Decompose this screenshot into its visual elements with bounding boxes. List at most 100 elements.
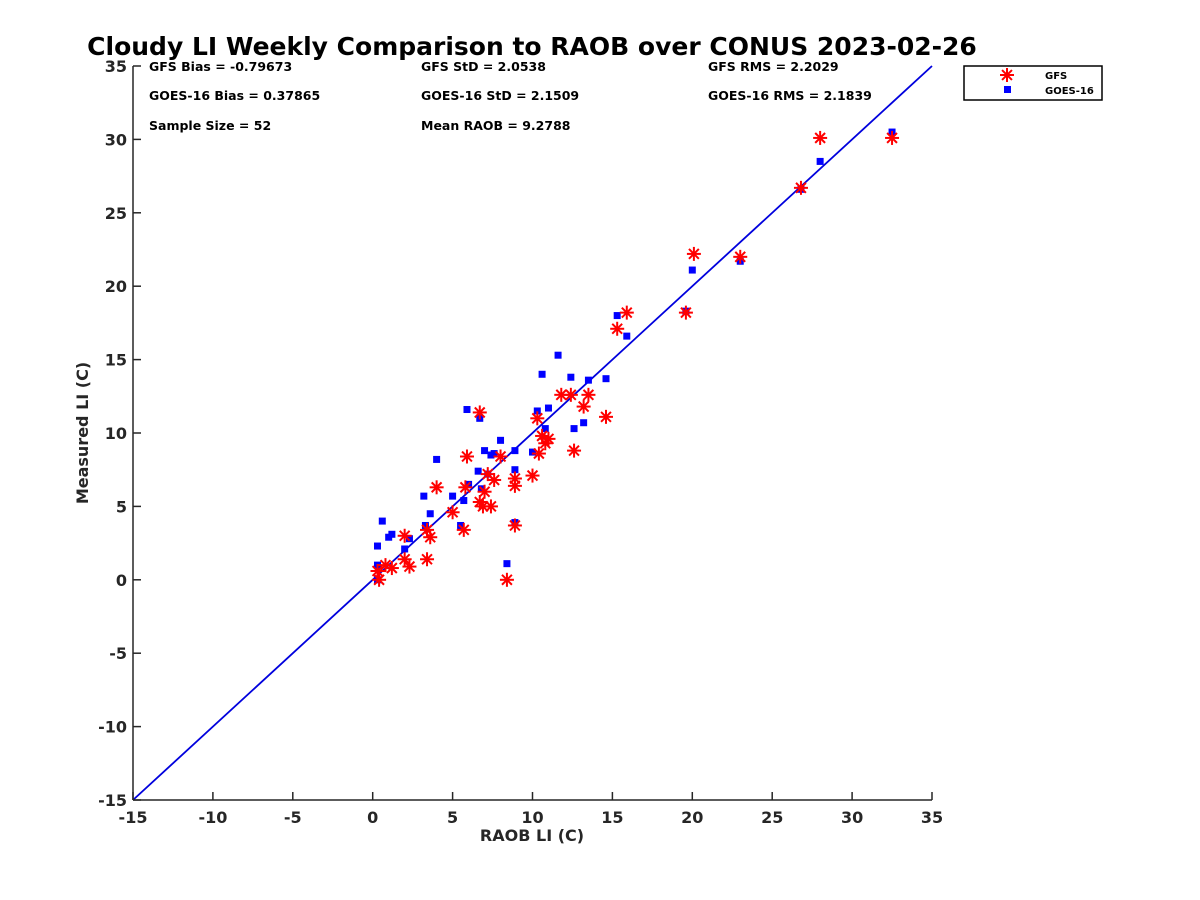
gfs-point (384, 561, 399, 576)
stat-goes16-rms: GOES-16 RMS = 2.1839 (708, 88, 872, 103)
stat-gfs-std: GFS StD = 2.0538 (421, 59, 546, 74)
gfs-point (370, 563, 385, 578)
x-tick-label: 10 (521, 808, 543, 827)
goes16-point (378, 517, 386, 525)
data-points-layer (370, 128, 900, 587)
goes16-point (511, 466, 519, 474)
goes16-point (580, 419, 588, 427)
gfs-point (456, 522, 471, 537)
goes16-point (463, 406, 471, 414)
goes16-point (373, 542, 381, 550)
goes16-point (544, 404, 552, 412)
gfs-point (563, 387, 578, 402)
goes16-point (623, 332, 631, 340)
goes16-point (388, 530, 396, 538)
legend-gfs-asterisk (1000, 68, 1014, 82)
goes16-point (420, 492, 428, 500)
gfs-point (420, 552, 435, 567)
y-tick-label: 30 (105, 130, 127, 149)
stat-goes16-bias: GOES-16 Bias = 0.37865 (149, 88, 320, 103)
goes16-point (474, 467, 482, 475)
goes16-point (490, 450, 498, 458)
goes16-point (503, 560, 511, 568)
y-tick-label: -15 (98, 791, 127, 810)
x-tick-label: 35 (921, 808, 943, 827)
stat-gfs-bias: GFS Bias = -0.79673 (149, 59, 292, 74)
gfs-point (397, 552, 412, 567)
gfs-point (423, 530, 438, 545)
x-tick-label: -10 (198, 808, 227, 827)
gfs-point (493, 449, 508, 464)
gfs-point (619, 305, 634, 320)
gfs-point (599, 409, 614, 424)
gfs-point (554, 387, 569, 402)
gfs-point (459, 449, 474, 464)
legend-goes16-marker (1004, 86, 1011, 93)
stat-mean-raob: Mean RAOB = 9.2788 (421, 118, 570, 133)
goes16-point (688, 266, 696, 274)
goes16-point (602, 375, 610, 383)
y-axis-label: Measured LI (C) (73, 362, 92, 504)
x-tick-label: 0 (367, 808, 378, 827)
gfs-point (472, 405, 487, 420)
goes16-point (421, 521, 429, 529)
gfs-point (507, 518, 522, 533)
goes16-point (584, 376, 592, 384)
goes16-point (449, 492, 457, 500)
y-tick-label: -5 (109, 644, 127, 663)
gfs-point (576, 399, 591, 414)
goes16-point (541, 425, 549, 433)
y-tick-label: 15 (105, 351, 127, 370)
gfs-point (483, 499, 498, 514)
x-axis-label: RAOB LI (C) (480, 826, 584, 845)
gfs-point (402, 559, 417, 574)
legend-goes16-label: GOES-16 (1045, 86, 1094, 97)
x-tick-label: 5 (447, 808, 458, 827)
stat-goes16-std: GOES-16 StD = 2.1509 (421, 88, 579, 103)
x-tick-label: 15 (601, 808, 623, 827)
gfs-point (531, 446, 546, 461)
legend-box (963, 65, 1103, 101)
legend-gfs-label: GFS (1045, 71, 1067, 82)
y-tick-label: 35 (105, 57, 127, 76)
gfs-point (733, 249, 748, 264)
one-to-one-line (132, 65, 933, 801)
gfs-point (445, 505, 460, 520)
y-tick-label: 5 (116, 497, 127, 516)
gfs-point (530, 411, 545, 426)
gfs-point (678, 305, 693, 320)
goes16-point (433, 455, 441, 463)
x-tick-label: -5 (284, 808, 302, 827)
gfs-point (581, 387, 596, 402)
legend: GFS GOES-16 (963, 65, 1103, 101)
goes16-point (405, 535, 413, 543)
gfs-point (567, 443, 582, 458)
stats-annotations: GFS Bias = -0.79673 GFS StD = 2.0538 GFS… (149, 59, 872, 133)
gfs-point (507, 471, 522, 486)
gfs-point (813, 130, 828, 145)
reference-line-layer (132, 65, 933, 801)
goes16-point (460, 497, 468, 505)
gfs-point (372, 572, 387, 587)
gfs-point (397, 528, 412, 543)
goes16-point (554, 351, 562, 359)
gfs-point (429, 480, 444, 495)
y-tick-label: 10 (105, 424, 127, 443)
goes16-point (529, 448, 536, 456)
goes16-point (613, 312, 621, 320)
gfs-point (541, 431, 556, 446)
goes16-point (401, 545, 409, 553)
goes16-point (570, 425, 578, 433)
gfs-point (477, 484, 492, 499)
y-tick-label: 25 (105, 204, 127, 223)
gfs-point (499, 572, 514, 587)
y-tick-label: -10 (98, 718, 127, 737)
gfs-point (686, 246, 701, 261)
x-tick-label: 30 (841, 808, 863, 827)
gfs-point (458, 480, 473, 495)
goes16-point (533, 407, 541, 415)
goes16-point (816, 157, 824, 165)
goes16-point (481, 447, 489, 455)
legend-gfs-marker (1000, 68, 1014, 82)
